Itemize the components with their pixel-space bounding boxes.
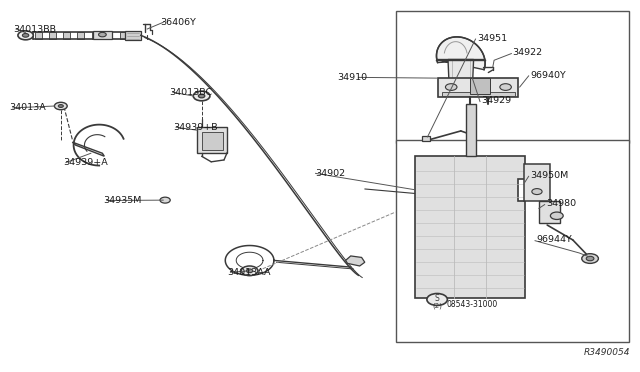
Circle shape — [246, 269, 253, 273]
Circle shape — [99, 32, 106, 37]
Text: 34013A: 34013A — [10, 103, 46, 112]
Text: 34935M: 34935M — [104, 196, 142, 205]
Polygon shape — [197, 127, 227, 153]
Text: 34910: 34910 — [337, 73, 367, 82]
Text: 34980: 34980 — [546, 199, 576, 208]
Polygon shape — [415, 156, 525, 298]
Circle shape — [427, 294, 447, 305]
Polygon shape — [436, 37, 485, 70]
Circle shape — [445, 84, 457, 90]
Polygon shape — [93, 31, 112, 39]
Text: 34902: 34902 — [316, 169, 346, 178]
Text: 36406Y: 36406Y — [160, 18, 196, 27]
Circle shape — [193, 91, 210, 101]
Text: R3490054: R3490054 — [584, 348, 630, 357]
Circle shape — [500, 84, 511, 90]
Text: 08543-31000: 08543-31000 — [447, 300, 498, 309]
Polygon shape — [448, 60, 474, 89]
Text: 34013BB: 34013BB — [13, 25, 56, 33]
Polygon shape — [539, 201, 560, 223]
Polygon shape — [524, 164, 550, 201]
Polygon shape — [72, 142, 104, 156]
Text: S: S — [435, 294, 440, 303]
Polygon shape — [77, 32, 84, 39]
Polygon shape — [106, 32, 112, 39]
Text: 34951: 34951 — [477, 34, 507, 43]
Polygon shape — [438, 78, 518, 97]
Circle shape — [58, 105, 63, 108]
Polygon shape — [346, 256, 365, 266]
Polygon shape — [447, 89, 475, 92]
Polygon shape — [422, 136, 430, 141]
Polygon shape — [442, 92, 515, 96]
Text: 34922: 34922 — [512, 48, 542, 57]
Text: 34950M: 34950M — [530, 171, 568, 180]
Polygon shape — [92, 32, 98, 39]
Bar — [396, 11, 629, 143]
Circle shape — [241, 266, 258, 276]
Polygon shape — [49, 32, 56, 39]
Text: 34929: 34929 — [481, 96, 511, 105]
Polygon shape — [120, 32, 126, 39]
Polygon shape — [470, 78, 490, 94]
Polygon shape — [466, 104, 476, 156]
Circle shape — [18, 31, 33, 40]
Circle shape — [550, 212, 563, 219]
Circle shape — [160, 197, 170, 203]
Text: 96940Y: 96940Y — [530, 71, 566, 80]
Polygon shape — [63, 32, 70, 39]
Polygon shape — [125, 31, 141, 40]
Text: 34939+A: 34939+A — [63, 158, 108, 167]
Polygon shape — [202, 132, 223, 150]
Text: 96944Y: 96944Y — [536, 235, 572, 244]
Circle shape — [22, 33, 29, 37]
Text: 34013AA: 34013AA — [227, 268, 271, 277]
Text: 34939+B: 34939+B — [173, 123, 218, 132]
Circle shape — [54, 102, 67, 110]
Circle shape — [198, 94, 205, 98]
Polygon shape — [35, 32, 42, 39]
Text: 34013BC: 34013BC — [170, 88, 212, 97]
Circle shape — [532, 189, 542, 195]
Text: (2): (2) — [432, 302, 442, 309]
Circle shape — [586, 256, 594, 261]
Circle shape — [582, 254, 598, 263]
Bar — [396, 140, 629, 342]
